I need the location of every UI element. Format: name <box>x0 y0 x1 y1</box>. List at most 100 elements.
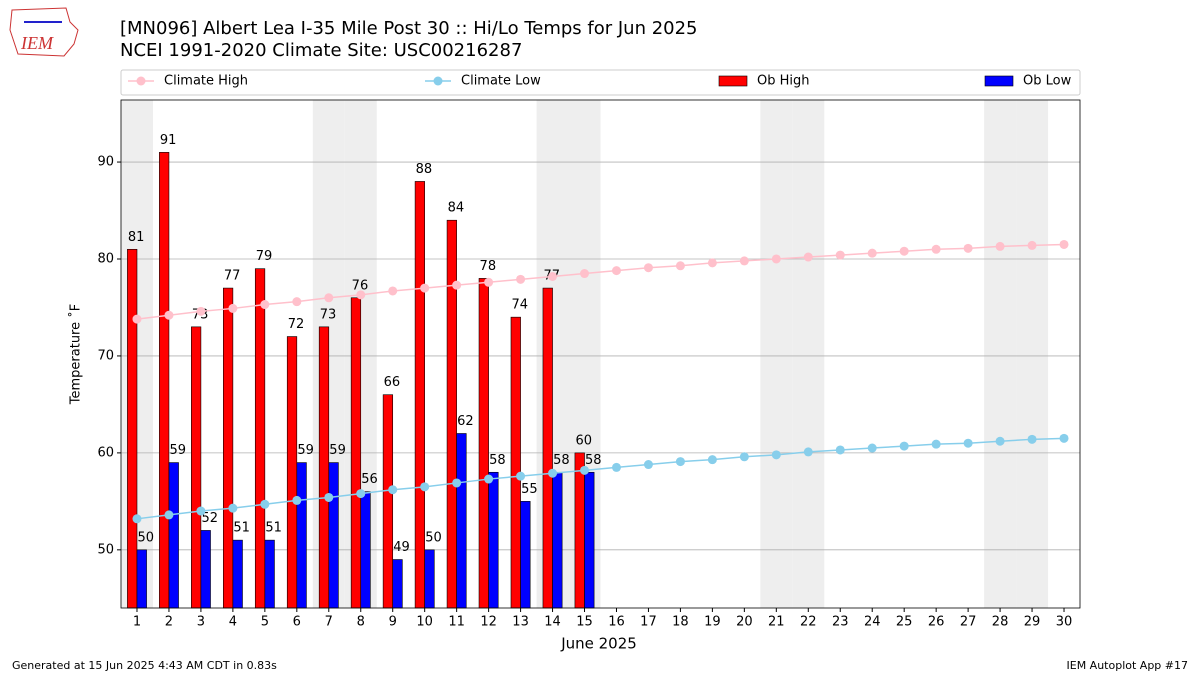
line-marker <box>356 290 366 300</box>
data-label: 58 <box>553 453 570 468</box>
legend-label: Climate High <box>164 74 248 89</box>
weekend-shade <box>1016 100 1049 608</box>
bar <box>510 316 521 609</box>
x-tick-label: 21 <box>768 615 785 630</box>
y-tick-label: 50 <box>97 542 114 557</box>
line-marker <box>995 241 1005 251</box>
legend-label: Ob Low <box>1023 74 1072 89</box>
line-marker <box>931 244 941 254</box>
x-tick-label: 9 <box>389 615 397 630</box>
footer-left: Generated at 15 Jun 2025 4:43 AM CDT in … <box>12 659 277 672</box>
line-marker <box>707 258 717 268</box>
line-marker <box>484 474 494 484</box>
x-tick-label: 26 <box>928 615 945 630</box>
line-marker <box>292 495 302 505</box>
line-marker <box>675 457 685 467</box>
weekend-shade <box>760 100 793 608</box>
line-marker <box>867 443 877 453</box>
data-label: 58 <box>489 453 506 468</box>
line-marker <box>771 450 781 460</box>
bar <box>328 462 339 609</box>
line-marker <box>739 256 749 266</box>
bar <box>159 152 170 609</box>
x-tick-label: 30 <box>1056 615 1073 630</box>
bar <box>350 297 362 609</box>
line-marker <box>164 510 174 520</box>
x-tick-label: 1 <box>133 615 141 630</box>
line-marker <box>388 286 398 296</box>
line-marker <box>899 246 909 256</box>
bar <box>191 326 202 609</box>
line-marker <box>1059 239 1069 249</box>
x-tick-label: 11 <box>448 615 465 630</box>
data-label: 51 <box>265 521 282 536</box>
data-label: 76 <box>352 278 369 293</box>
x-tick-label: 4 <box>229 615 237 630</box>
data-label: 81 <box>128 230 145 245</box>
bar <box>232 539 243 609</box>
legend-swatch <box>718 75 748 87</box>
legend <box>120 69 1081 96</box>
line-marker <box>771 254 781 264</box>
chart-title: [MN096] Albert Lea I-35 Mile Post 30 :: … <box>120 18 698 39</box>
y-tick-label: 60 <box>97 445 114 460</box>
line-marker <box>1027 434 1037 444</box>
bar <box>424 549 435 609</box>
line-marker <box>803 252 813 262</box>
line-marker <box>548 271 558 281</box>
bar <box>542 287 553 609</box>
line-marker <box>164 310 174 320</box>
line-marker <box>931 439 941 449</box>
bar <box>520 501 531 609</box>
bar <box>456 433 467 609</box>
data-label: 79 <box>256 249 273 264</box>
x-tick-label: 28 <box>992 615 1009 630</box>
bar <box>446 219 457 609</box>
line-marker <box>228 503 238 513</box>
line-marker <box>803 447 813 457</box>
bar <box>414 181 425 609</box>
line-marker <box>356 489 366 499</box>
data-label: 74 <box>512 298 529 313</box>
line <box>136 243 1065 320</box>
data-label: 78 <box>480 259 497 274</box>
data-label: 56 <box>361 472 378 487</box>
bar <box>264 539 275 609</box>
y-tick-label: 90 <box>97 155 114 170</box>
x-tick-label: 10 <box>416 615 433 630</box>
bar <box>136 549 147 609</box>
data-label: 49 <box>393 540 410 555</box>
data-label: 73 <box>320 307 337 322</box>
line-marker <box>835 445 845 455</box>
data-label: 55 <box>521 482 538 497</box>
x-tick-label: 12 <box>480 615 497 630</box>
bar <box>222 287 234 609</box>
line-marker <box>995 436 1005 446</box>
data-label: 58 <box>585 453 602 468</box>
line-marker <box>707 455 717 465</box>
x-tick-label: 5 <box>261 615 269 630</box>
line-marker <box>548 468 558 478</box>
x-tick-label: 15 <box>576 615 593 630</box>
line-marker <box>260 499 270 509</box>
x-tick-label: 14 <box>544 615 561 630</box>
line-marker <box>643 460 653 470</box>
line-marker <box>420 482 430 492</box>
data-label: 91 <box>160 133 177 148</box>
x-tick-label: 18 <box>672 615 689 630</box>
bar <box>360 491 371 609</box>
data-label: 59 <box>329 443 346 458</box>
line-marker <box>611 266 621 276</box>
logo-outline <box>9 7 79 57</box>
y-axis-label: Temperature ˚F <box>68 304 84 405</box>
line-marker <box>388 485 398 495</box>
x-tick-label: 7 <box>325 615 333 630</box>
chart-subtitle: NCEI 1991-2020 Climate Site: USC00216287 <box>120 40 522 61</box>
x-tick-label: 20 <box>736 615 753 630</box>
x-tick-label: 22 <box>800 615 817 630</box>
data-label: 66 <box>384 375 401 390</box>
line-marker <box>324 293 334 303</box>
x-tick-label: 23 <box>832 615 849 630</box>
line-marker <box>1027 240 1037 250</box>
